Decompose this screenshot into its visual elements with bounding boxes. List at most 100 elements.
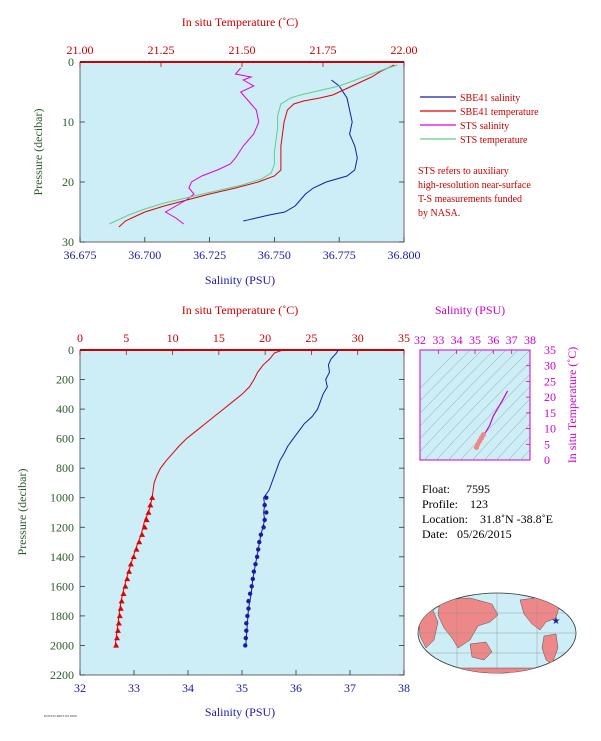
- bottom-temperature-marker: [122, 583, 129, 589]
- bottom-salinity-marker: [244, 628, 249, 633]
- bottom-temperature-marker: [114, 635, 121, 641]
- bottom-temp-tick-label: 35: [398, 331, 410, 345]
- ts-temp-tick-label: 35: [544, 343, 556, 357]
- bottom-temp-tick-label: 5: [123, 331, 129, 345]
- ts-density-contour: [420, 350, 471, 402]
- profile-value: 123: [470, 497, 488, 511]
- bottom-salinity-marker: [246, 606, 251, 611]
- bottom-temperature-marker: [130, 553, 137, 560]
- bottom-pressure-tick-label: 600: [56, 432, 74, 446]
- bottom-salinity-marker: [243, 635, 248, 641]
- bottom-temperature-marker: [117, 605, 124, 611]
- bottom-pressure-tick-label: 2000: [50, 638, 74, 652]
- bottom-salinity-tick-label: 37: [344, 681, 356, 695]
- bottom-temperature-marker: [120, 590, 127, 596]
- bottom-pressure-tick-label: 0: [68, 343, 74, 357]
- top-series-lines: [108, 64, 398, 228]
- bottom-pressure-tick-label: 1800: [50, 609, 74, 623]
- legend: SBE41 salinity SBE41 temperature STS sal…: [418, 93, 539, 219]
- float-info: Float: 7595 Profile: 123 Location: 31.8˚…: [422, 482, 553, 541]
- ts-density-contour: [484, 410, 530, 460]
- float-label: Float:: [422, 482, 450, 496]
- top-panel: In situ Temperature (˚C) 36.675 36.700 36.…: [31, 15, 421, 287]
- top-series-sbe41-temperature: [118, 64, 395, 228]
- top-salinity-tick-label: 36.700: [128, 248, 161, 262]
- ts-temp-tick-label: 10: [544, 422, 556, 436]
- ts-density-contour: [420, 350, 519, 453]
- legend-label-sbe-temperature: SBE41 temperature: [460, 107, 539, 118]
- bottom-temperature-marker: [141, 524, 148, 530]
- bottom-salinity-marker: [245, 613, 250, 619]
- top-series-sts-salinity: [164, 67, 260, 225]
- bottom-salinity-tick-label: 36: [290, 681, 302, 695]
- bottom-temp-tick-label: 10: [167, 331, 179, 345]
- ts-density-contour: [496, 423, 530, 460]
- bottom-temperature-marker: [147, 502, 154, 508]
- ts-salinity-tick-label: 35: [469, 333, 481, 347]
- ts-density-contour: [420, 350, 483, 414]
- top-salinity-tick-label: 36.800: [388, 248, 421, 262]
- bottom-pressure-axis-title: Pressure (decibar): [15, 469, 29, 556]
- bottom-salinity-marker: [253, 562, 258, 567]
- bottom-temperature-marker: [136, 539, 143, 545]
- date-label: Date:: [422, 527, 448, 541]
- bottom-temperature-marker: [149, 494, 156, 500]
- ts-density-contours: [420, 340, 601, 465]
- ts-density-contour: [576, 340, 601, 465]
- bottom-salinity-tick-label: 34: [182, 681, 194, 695]
- bottom-temperature-marker: [127, 561, 134, 567]
- ts-density-contour: [520, 449, 530, 460]
- footer-id: POSTSCRIPT ID 6508: [44, 714, 77, 718]
- bottom-pressure-tick-label: 1200: [50, 520, 74, 534]
- top-pressure-tick-label: 10: [62, 115, 74, 129]
- ts-density-contour: [420, 350, 495, 427]
- bottom-temperature-marker: [124, 575, 131, 582]
- ts-salinity-tick-label: 37: [506, 333, 518, 347]
- top-salinity-axis-title: Salinity (PSU): [205, 273, 275, 287]
- top-plot-area: [79, 61, 405, 243]
- bottom-temperature-marker: [118, 598, 125, 604]
- bottom-salinity-marker: [257, 539, 262, 545]
- float-value: 7595: [466, 482, 490, 496]
- bottom-temp-axis-title: In situ Temperature (˚C): [182, 303, 299, 317]
- bottom-salinity-marker: [262, 502, 267, 508]
- top-salinity-tick-label: 36.750: [258, 248, 291, 262]
- bottom-salinity-tick-label: 32: [74, 681, 86, 695]
- bottom-temperature-marker: [113, 642, 120, 648]
- bottom-salinity-marker: [256, 547, 261, 552]
- legend-label-sts-temperature: STS temperature: [460, 135, 528, 146]
- map-antarctica: [439, 667, 561, 673]
- top-temp-tick-label: 21.50: [229, 43, 256, 57]
- ts-density-contour: [436, 361, 530, 460]
- bottom-pressure-tick-label: 2200: [50, 668, 74, 682]
- top-salinity-tick-label: 36.675: [64, 248, 97, 262]
- ts-temp-tick-label: 20: [544, 390, 556, 404]
- legend-note-line-1: STS refers to auxiliary: [418, 166, 509, 177]
- bottom-axis-ticks: 32 33 34 35 36 37 38 0 5 10 15 20 25 30 35 0 200 400 600 80…: [50, 331, 410, 695]
- bottom-plot-area: [79, 349, 405, 676]
- ts-temp-tick-label: 25: [544, 374, 556, 388]
- top-pressure-axis-title: Pressure (decibar): [31, 109, 45, 196]
- bottom-series-lines: [113, 349, 339, 648]
- bottom-pressure-tick-label: 200: [56, 373, 74, 387]
- bottom-pressure-tick-label: 1600: [50, 579, 74, 593]
- float-location-star-icon: ★: [552, 616, 561, 627]
- legend-note-line-4: by NASA.: [418, 208, 460, 219]
- bottom-series-sbe41-salinity: [245, 349, 339, 646]
- location-label: Location:: [422, 512, 468, 526]
- top-salinity-tick-label: 36.725: [193, 248, 226, 262]
- top-salinity-tick-label: 36.775: [323, 248, 356, 262]
- map-australia: [469, 641, 493, 661]
- bottom-salinity-marker: [250, 576, 255, 582]
- ts-salinity-axis-title: Salinity (PSU): [435, 303, 505, 317]
- ts-salinity-tick-label: 33: [432, 333, 444, 347]
- ts-salinity-tick-label: 32: [414, 333, 426, 347]
- ts-density-contour: [448, 373, 530, 460]
- date-value: 05/26/2015: [457, 527, 512, 541]
- top-temp-tick-label: 22.00: [391, 43, 418, 57]
- bottom-temperature-marker: [133, 546, 140, 552]
- bottom-salinity-marker: [243, 643, 248, 648]
- bottom-salinity-marker: [244, 621, 249, 626]
- ts-density-contour: [420, 350, 459, 389]
- ts-salinity-tick-label: 36: [487, 333, 499, 347]
